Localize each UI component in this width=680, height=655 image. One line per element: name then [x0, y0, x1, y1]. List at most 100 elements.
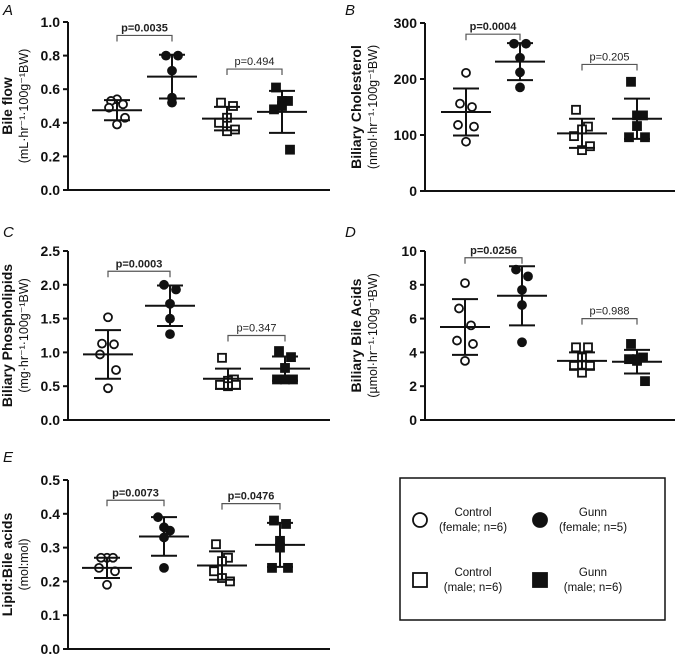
y-axis-unit: (nmol·hr⁻¹·100g⁻¹BW) — [366, 45, 380, 169]
data-point — [571, 104, 581, 115]
p-value-label: p=0.494 — [234, 56, 274, 68]
data-point — [466, 320, 476, 331]
y-tick-label: 0.2 — [41, 573, 61, 589]
y-tick-label: 0.3 — [41, 540, 61, 556]
y-tick-label: 0.5 — [41, 378, 61, 394]
panel-letter: D — [345, 224, 356, 241]
data-point — [285, 144, 295, 155]
data-point — [118, 99, 128, 110]
p-value-label: p=0.0004 — [470, 21, 518, 33]
y-tick-label: 0.0 — [41, 412, 61, 428]
p-value-label: p=0.0256 — [470, 245, 517, 257]
legend-label: Control — [454, 567, 491, 579]
y-axis-unit: (µmol·hr⁻¹·100g⁻¹BW) — [366, 273, 380, 398]
legend-label: (female; n=5) — [559, 522, 627, 534]
significance-bracket — [116, 34, 173, 42]
data-point — [269, 104, 279, 115]
y-tick-label: 0.6 — [41, 81, 61, 97]
data-point — [216, 97, 226, 108]
data-point — [288, 374, 298, 385]
legend-label: Gunn — [579, 507, 607, 519]
y-tick-label: 100 — [394, 127, 418, 143]
data-point — [209, 566, 219, 577]
y-tick-label: 0.0 — [41, 182, 61, 198]
data-point — [571, 342, 581, 353]
y-axis-unit: (mol:mol) — [17, 538, 31, 590]
significance-bracket — [226, 68, 283, 76]
data-point — [452, 335, 462, 346]
legend-box — [399, 477, 666, 621]
data-point — [626, 76, 636, 87]
legend-label: (male; n=6) — [564, 582, 623, 594]
y-axis-title: Biliary Phospholipids — [0, 264, 15, 407]
significance-bracket — [464, 257, 523, 264]
data-point — [165, 329, 175, 340]
legend-marker-open-circle — [412, 512, 428, 528]
y-tick-label: 2.5 — [41, 243, 61, 259]
data-point — [640, 132, 650, 143]
data-point — [211, 539, 221, 550]
data-point — [269, 515, 279, 526]
data-point — [469, 121, 479, 132]
legend-label: (female; n=6) — [439, 522, 507, 534]
significance-bracket — [106, 499, 165, 507]
legend-label: (male; n=6) — [444, 582, 503, 594]
y-tick-label: 6 — [409, 311, 417, 327]
y-axis-unit: (mL·hr⁻¹·100g⁻¹BW) — [17, 49, 31, 164]
data-point — [167, 97, 177, 108]
data-point — [523, 271, 533, 282]
data-point — [215, 379, 225, 390]
legend-label: Control — [454, 507, 491, 519]
data-point — [467, 102, 477, 112]
panel-letter: B — [345, 2, 355, 19]
data-point — [272, 374, 282, 385]
data-point — [454, 303, 464, 314]
significance-bracket — [221, 503, 281, 510]
panel-letter: C — [3, 224, 14, 241]
y-tick-label: 8 — [409, 277, 417, 293]
y-axis-title: Bile flow — [0, 77, 15, 135]
panel-A: A 0.0 0.2 0.4 0.6 0.8 1.0 Bile flow (mL·hr⁻¹·100… — [0, 2, 330, 198]
data-point — [171, 284, 181, 295]
y-tick-label: 0.4 — [41, 115, 61, 131]
y-tick-label: 0.5 — [41, 472, 61, 488]
data-point — [281, 519, 291, 529]
y-tick-label: 300 — [394, 15, 418, 31]
legend-label: Gunn — [579, 567, 607, 579]
y-tick-label: 0 — [409, 412, 417, 428]
data-point — [274, 346, 284, 356]
data-point — [97, 338, 107, 349]
data-point — [624, 354, 634, 365]
data-point — [624, 132, 634, 143]
data-point — [214, 117, 224, 128]
data-point — [515, 82, 525, 93]
y-tick-label: 0 — [409, 183, 417, 199]
data-point — [111, 365, 121, 375]
data-point — [159, 562, 169, 573]
data-point — [231, 379, 241, 390]
legend-marker-filled-square — [532, 572, 548, 588]
data-point — [455, 98, 465, 109]
significance-bracket — [227, 334, 286, 342]
p-value-label: p=0.0073 — [112, 487, 159, 499]
p-value-label: p=0.0476 — [228, 491, 275, 503]
data-point — [217, 352, 227, 363]
y-tick-label: 4 — [409, 344, 417, 360]
y-tick-label: 0.1 — [41, 607, 61, 623]
y-tick-label: 2 — [409, 378, 417, 394]
panel-letter: E — [3, 449, 14, 466]
p-value-label: p=0.988 — [589, 306, 629, 318]
panel-B: B 0 100 200 300 Biliary Cholesterol (nmol·hr⁻¹… — [345, 2, 675, 199]
data-point — [453, 120, 463, 130]
legend-marker-filled-circle — [532, 512, 548, 528]
y-tick-label: 0.8 — [41, 48, 61, 64]
y-tick-label: 0.2 — [41, 148, 61, 164]
data-point — [460, 355, 470, 366]
y-tick-label: 2.0 — [41, 277, 61, 293]
data-point — [102, 579, 112, 590]
legend: Control (female; n=6) Gunn (female; n=5) Con… — [399, 477, 666, 621]
p-value-label: p=0.0035 — [121, 22, 168, 34]
data-point — [112, 119, 122, 130]
data-point — [267, 562, 277, 573]
data-point — [461, 136, 471, 147]
